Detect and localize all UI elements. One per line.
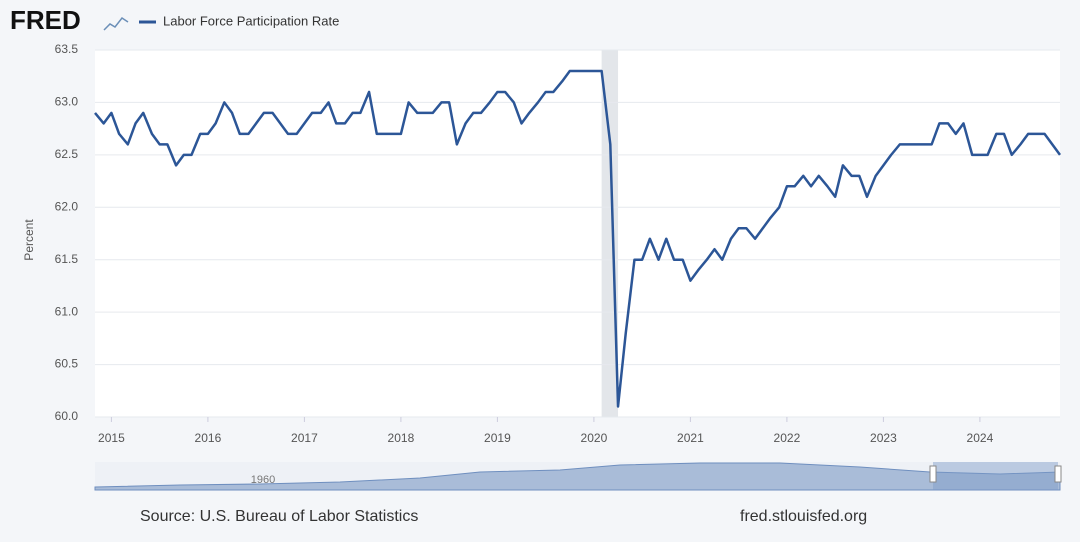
y-axis-label: Percent (22, 219, 36, 261)
series-line (94, 69, 1062, 408)
navigator-label: 1960 (251, 474, 275, 486)
y-tick-label: 63.0 (55, 95, 79, 109)
y-tick-label: 63.5 (55, 42, 79, 56)
x-tick-label: 2017 (291, 431, 318, 445)
x-tick-label: 2021 (677, 431, 704, 445)
y-tick-label: 62.0 (55, 199, 79, 213)
y-tick-label: 61.0 (55, 304, 79, 318)
x-tick-label: 2016 (195, 431, 222, 445)
x-tick-label: 2022 (774, 431, 801, 445)
recession-band (601, 50, 619, 417)
navigator: 1960 (94, 462, 1062, 491)
source: Source: U.S. Bureau of Labor Statistics (140, 508, 418, 525)
legend-label: Labor Force Participation Rate (163, 13, 339, 28)
y-tick-label: 62.5 (55, 147, 79, 161)
site: fred.stlouisfed.org (740, 508, 867, 525)
y-tick-label: 61.5 (55, 252, 79, 266)
navigator-handle[interactable] (929, 465, 937, 483)
y-tick-label: 60.0 (55, 409, 79, 423)
x-tick-label: 2024 (967, 431, 994, 445)
logo: FRED (10, 5, 81, 35)
navigator-range[interactable] (933, 462, 1058, 490)
plot-bg (95, 50, 1060, 417)
x-tick-label: 2023 (870, 431, 897, 445)
x-tick-label: 2015 (98, 431, 125, 445)
logo-icon (103, 16, 129, 31)
y-tick-label: 60.5 (55, 357, 79, 371)
navigator-handle[interactable] (1054, 465, 1062, 483)
x-tick-label: 2019 (484, 431, 511, 445)
plot-area: 60.0 60.5 61.0 61.5 62.0 62.5 63.0 63.5 2015 2016… (55, 42, 1062, 445)
x-tick-label: 2020 (581, 431, 608, 445)
x-tick-label: 2018 (388, 431, 415, 445)
